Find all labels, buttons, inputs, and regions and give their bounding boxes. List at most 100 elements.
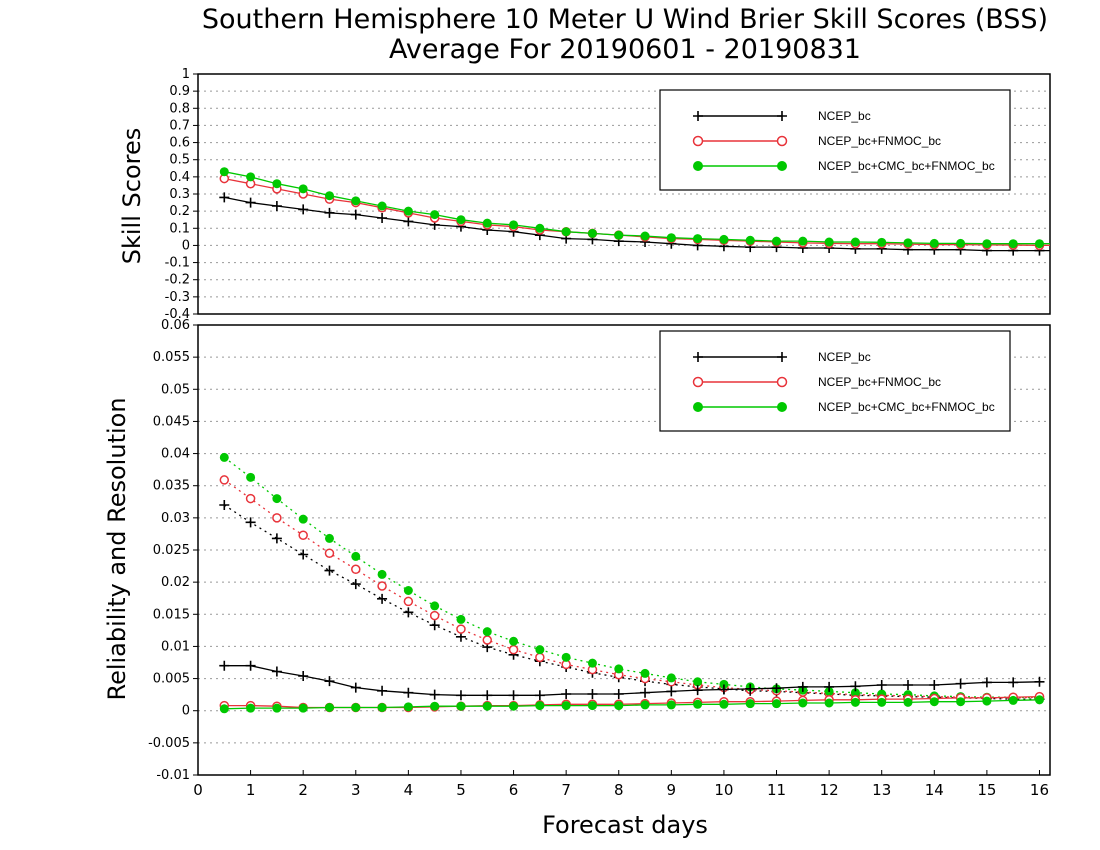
y-tick-label: 0.3 — [169, 187, 190, 202]
data-point — [1008, 677, 1019, 688]
legend-marker — [693, 111, 703, 121]
data-point — [324, 565, 335, 576]
data-point — [903, 680, 913, 690]
data-point — [1008, 239, 1018, 249]
data-point — [666, 233, 676, 243]
y-tick-label: 0.02 — [161, 575, 190, 590]
data-point — [403, 586, 413, 595]
data-point — [561, 689, 572, 699]
data-point — [509, 220, 519, 230]
data-point — [219, 500, 230, 510]
data-point — [929, 680, 940, 690]
data-point — [272, 513, 282, 523]
legend-label: NCEP_bc — [818, 109, 871, 123]
data-point — [377, 581, 387, 591]
data-point — [482, 218, 492, 228]
data-point — [351, 703, 361, 712]
data-point — [377, 201, 387, 211]
legend-marker — [777, 402, 787, 412]
data-point — [430, 210, 440, 220]
legend: NCEP_bc NCEP_bc+FNMOC_bc NCEP_bc+CMC_bc+FN… — [659, 330, 1011, 432]
data-point — [456, 614, 466, 624]
data-point — [772, 699, 782, 709]
data-point — [718, 684, 729, 695]
data-point — [324, 548, 335, 558]
data-point — [1034, 695, 1044, 705]
legend-label: NCEP_bc+CMC_bc+FNMOC_bc — [818, 400, 995, 414]
data-point — [403, 206, 413, 216]
data-point — [350, 209, 361, 220]
data-point — [377, 593, 388, 604]
data-point — [797, 681, 808, 692]
data-point — [745, 699, 755, 709]
data-point — [640, 687, 651, 698]
data-point — [903, 697, 913, 707]
data-point — [824, 237, 834, 247]
data-point — [324, 207, 335, 218]
data-point — [666, 686, 677, 697]
data-point — [219, 167, 229, 177]
data-point — [482, 635, 493, 645]
data-point — [587, 689, 598, 699]
data-point — [351, 564, 361, 575]
data-point — [219, 452, 229, 462]
data-point — [587, 701, 597, 711]
data-point — [403, 607, 414, 618]
data-point — [429, 620, 440, 631]
series-3 — [219, 167, 1050, 249]
data-point — [693, 234, 703, 244]
x-tick-label: 10 — [714, 781, 733, 799]
chart-title-line1: Southern Hemisphere 10 Meter U Wind Brie… — [202, 4, 1048, 35]
data-point — [455, 690, 466, 701]
data-point — [693, 677, 703, 687]
panel-2: 0.060.0550.050.0450.040.0350.030.0250.02… — [148, 318, 1051, 799]
y-tick-label: 0.01 — [161, 639, 190, 654]
x-tick-label: 15 — [977, 781, 996, 799]
y-tick-label: 0.8 — [169, 101, 190, 116]
panel-1: 1 0.9 0.8 0.7 0.6 0.5 0.4 0.3 0.2 0.1 0 -0.1 -0.2 -0.… — [165, 67, 1051, 322]
data-point — [798, 236, 808, 246]
data-point — [298, 204, 309, 215]
data-point — [246, 703, 256, 713]
y-tick-label: -0.2 — [165, 273, 190, 288]
data-point — [692, 685, 703, 696]
data-point — [1034, 676, 1045, 687]
data-point — [272, 179, 282, 189]
data-point — [509, 701, 519, 711]
y-tick-label: 0.06 — [161, 318, 190, 333]
data-point — [482, 627, 492, 637]
data-point — [614, 664, 624, 674]
data-point — [377, 685, 388, 696]
data-point — [377, 213, 388, 223]
x-tick-label: 9 — [667, 781, 677, 799]
data-point — [429, 689, 440, 700]
data-point — [482, 701, 492, 711]
x-tick-label: 3 — [351, 781, 361, 799]
data-point — [876, 680, 887, 690]
y-tick-label: 0.7 — [169, 118, 190, 133]
x-tick-label: 4 — [404, 781, 414, 799]
data-point — [403, 216, 414, 227]
data-point — [981, 677, 992, 688]
reliability-resolution-ylabel: Reliability and Resolution — [103, 397, 131, 700]
data-point — [351, 551, 361, 561]
data-point — [614, 230, 624, 240]
legend: NCEP_bc NCEP_bc+FNMOC_bc NCEP_bc+CMC_bc+FN… — [659, 89, 1011, 191]
data-point — [219, 192, 230, 203]
y-tick-label: 0 — [182, 704, 190, 719]
data-point — [298, 530, 308, 540]
skill-scores-ylabel: Skill Scores — [118, 128, 146, 265]
data-point — [982, 696, 992, 706]
data-point — [272, 703, 282, 713]
data-point — [219, 475, 230, 485]
data-point — [771, 683, 782, 694]
data-point — [666, 673, 676, 683]
y-tick-label: 0.9 — [169, 84, 190, 99]
data-point — [929, 697, 939, 707]
data-point — [745, 683, 756, 694]
legend-box — [659, 330, 1011, 432]
data-point — [430, 701, 440, 711]
x-tick-label: 13 — [872, 781, 891, 799]
y-tick-label: 0.015 — [153, 607, 190, 622]
data-point — [640, 231, 650, 241]
